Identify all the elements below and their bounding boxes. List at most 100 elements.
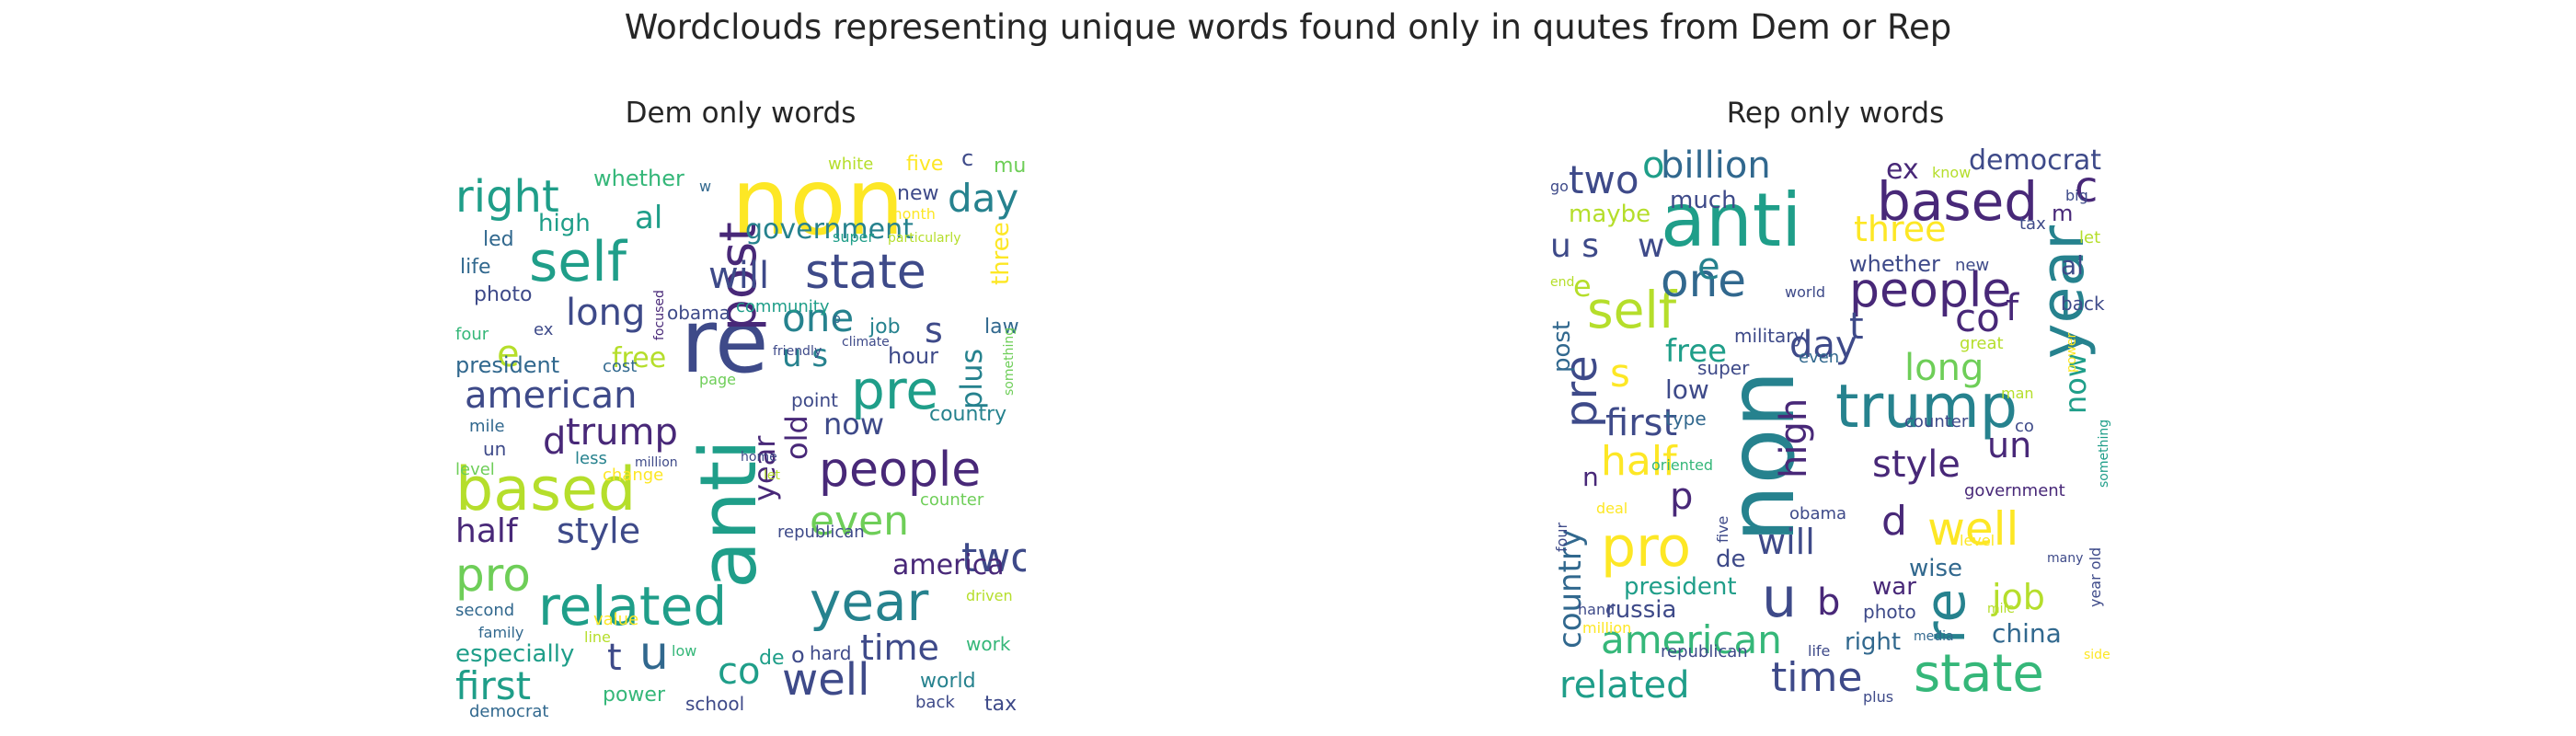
cloud-word: related [1559, 664, 1690, 707]
cloud-word: democrat [469, 702, 549, 719]
cloud-word: d [1881, 498, 1907, 545]
cloud-word: co [2015, 417, 2034, 436]
cloud-word: photo [474, 283, 533, 306]
cloud-word: three [987, 222, 1015, 285]
cloud-word: low [1665, 374, 1709, 405]
cloud-word: second [455, 601, 515, 620]
cloud-word: u s [782, 338, 829, 374]
cloud-word: american [1601, 617, 1782, 662]
cloud-word: well [1927, 502, 2019, 556]
dem-wordcloud-panel: Dem only words non re right self p o s t state go… [437, 92, 1044, 718]
cloud-word: home [741, 450, 777, 465]
cloud-word: s [1610, 351, 1630, 396]
cloud-word: type [1665, 408, 1707, 430]
cloud-word: style [1872, 443, 1961, 486]
cloud-word: e [1697, 246, 1720, 288]
panel-title-dem: Dem only words [625, 97, 857, 130]
cloud-word: b [1817, 581, 1841, 624]
cloud-word: t [607, 637, 622, 679]
cloud-word: back [2061, 293, 2105, 315]
cloud-word: de [1716, 546, 1746, 573]
cloud-word: plus [954, 348, 989, 409]
cloud-word: deal [1596, 500, 1628, 517]
cloud-word: people [1849, 263, 2012, 318]
cloud-word: something [2097, 419, 2111, 488]
cloud-word: maybe [1569, 201, 1651, 228]
cloud-word: three [1854, 209, 1947, 249]
cloud-word: counter [920, 490, 984, 510]
cloud-word: multi [994, 155, 1026, 178]
cloud-word: four [455, 325, 489, 344]
cloud-word: long [566, 292, 646, 334]
cloud-word: un [1987, 425, 2032, 466]
cloud-word: month [888, 205, 936, 223]
cloud-word: de [759, 647, 785, 670]
cloud-word: co [718, 650, 761, 693]
cloud-word: hand [1578, 601, 1616, 618]
cloud-word: o [1642, 147, 1665, 187]
cloud-word: based [1877, 170, 2039, 233]
cloud-word: driven [966, 587, 1013, 604]
cloud-word: man [2001, 385, 2034, 402]
cloud-word: related [538, 575, 728, 638]
cloud-word: day [1789, 324, 1857, 366]
cloud-word: co [1955, 295, 2000, 340]
cloud-word: mile [1987, 602, 2016, 616]
cloud-word: side [2084, 648, 2110, 662]
cloud-word: law [984, 316, 1019, 339]
cloud-word: billion [1661, 147, 1771, 187]
cloud-word: even [810, 498, 910, 545]
cloud-word: plus [1863, 688, 1894, 706]
cloud-word: government [745, 213, 914, 246]
cloud-word: new [1955, 256, 1990, 275]
cloud-word: low [672, 642, 697, 660]
cloud-word: focused [652, 290, 667, 340]
cloud-word: u [1762, 566, 1798, 630]
cloud-word: mile [469, 417, 505, 436]
cloud-word: d [543, 420, 567, 463]
cloud-word: p [833, 312, 841, 327]
cloud-word: cost [603, 357, 638, 376]
cloud-word: now [823, 407, 885, 442]
cloud-word: al [635, 200, 663, 236]
cloud-word: world [1785, 283, 1826, 301]
cloud-word: two [961, 535, 1026, 581]
cloud-word: million [635, 455, 678, 470]
cloud-word: state [805, 245, 926, 300]
cloud-word: self [529, 230, 627, 294]
cloud-word: oriented [1651, 456, 1714, 474]
cloud-word: whether [593, 166, 684, 191]
cloud-word: tax [2019, 214, 2046, 234]
cloud-word: level [455, 460, 495, 479]
cloud-word: ex [1886, 154, 1919, 186]
cloud-word: country [929, 403, 1007, 426]
cloud-word: life [460, 256, 491, 279]
cloud-word: much [1670, 187, 1737, 214]
cloud-word: climate [842, 335, 890, 350]
cloud-word: community [736, 297, 830, 316]
cloud-word: go [1550, 178, 1569, 195]
cloud-word: time [1771, 654, 1863, 701]
cloud-word: hour [888, 343, 938, 369]
cloud-word: high [1773, 397, 1815, 478]
cloud-word: especially [455, 640, 575, 668]
cloud-word: pro [455, 548, 531, 602]
cloud-word: page [699, 371, 736, 388]
cloud-word: high [538, 210, 591, 237]
cloud-word: first [455, 663, 532, 708]
panel-title-rep: Rep only words [1726, 97, 1945, 130]
cloud-word: e [497, 333, 520, 375]
cloud-word: end [1550, 275, 1575, 290]
cloud-word: change [603, 466, 664, 485]
rep-wordcloud: anti non based trump people year self one pro hal… [1550, 147, 2121, 718]
cloud-word: republican [1661, 642, 1748, 661]
cloud-word: democrat [1969, 147, 2102, 177]
cloud-word: post [1550, 320, 1576, 373]
cloud-word: time [860, 627, 939, 668]
cloud-word: day [948, 176, 1019, 221]
cloud-word: photo [1863, 601, 1916, 623]
cloud-word: ex [534, 320, 554, 339]
cloud-word: let [2079, 228, 2101, 247]
cloud-word: military [1734, 325, 1805, 347]
cloud-word: t [1849, 305, 1864, 348]
